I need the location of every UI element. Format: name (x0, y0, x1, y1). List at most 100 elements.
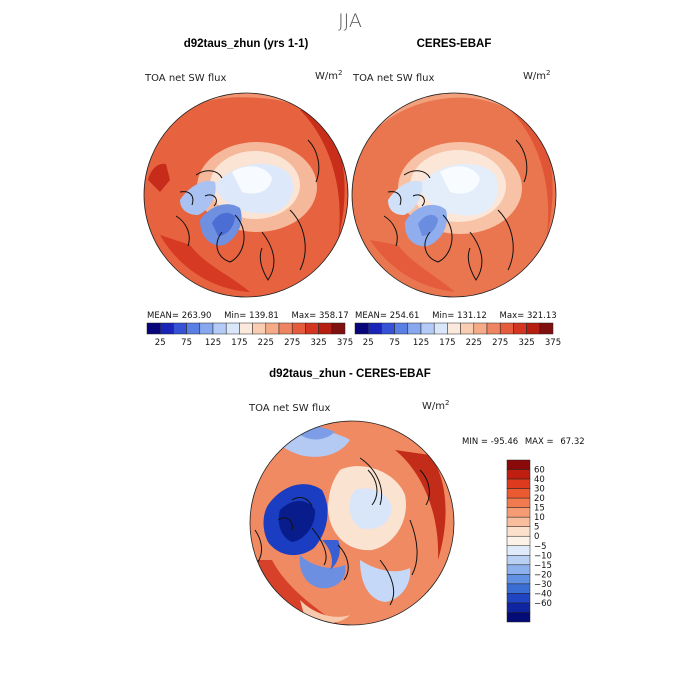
panel-diff: d92taus_zhun - CERES-EBAF TOA net SW flu… (248, 368, 585, 626)
colorbar-diff-swatch (506, 602, 531, 613)
panel-model: d92taus_zhun (yrs 1-1) TOA net SW flux W… (143, 38, 353, 348)
colorbar-model-swatch (186, 322, 201, 335)
colorbar-obs-tick-label: 175 (439, 338, 455, 348)
colorbar-obs-tick-label: 325 (518, 338, 534, 348)
season-title: JJA (338, 10, 362, 32)
colorbar-model-swatch (318, 322, 333, 335)
colorbar-model-swatch (212, 322, 227, 335)
colorbar-model-tick-label: 325 (310, 338, 326, 348)
colorbar-diff-swatch (506, 488, 531, 499)
colorbar-diff-swatch (506, 459, 531, 470)
colorbar-obs-tick-label: 75 (389, 338, 400, 348)
colorbar-model-swatch (239, 322, 253, 335)
panel-model-variable: TOA net SW flux (144, 73, 226, 84)
colorbar-obs-swatch (447, 322, 461, 335)
colorbar-model-swatch (199, 322, 214, 335)
colorbar-diff-swatch (506, 555, 531, 566)
colorbar-diff-tick-label: −40 (534, 589, 552, 599)
colorbar-diff-tick-label: 20 (534, 494, 545, 504)
colorbar-diff-swatch (506, 535, 531, 547)
panel-obs-units: W/m2 (523, 69, 550, 82)
colorbar-diff-swatch (506, 593, 531, 604)
colorbar-diff-tick-label: −30 (534, 580, 552, 590)
colorbar-model-tick-label: 275 (284, 338, 300, 348)
colorbar-diff-swatch (506, 478, 531, 489)
colorbar-diff-tick-label: 5 (534, 523, 539, 533)
colorbar-model-swatch (173, 322, 187, 335)
colorbar-diff-tick-label: −5 (534, 542, 547, 552)
colorbar-diff-tick-label: −60 (534, 599, 552, 609)
colorbar-diff-swatch (506, 469, 531, 480)
colorbar-model-tick-label: 175 (231, 338, 247, 348)
colorbar-diff-swatch (506, 612, 531, 623)
colorbar-obs-swatch (526, 322, 541, 335)
colorbar-obs-swatch (513, 322, 527, 335)
colorbar-diff-tick-label: 40 (534, 475, 545, 485)
colorbar-diff-swatch (506, 497, 531, 508)
colorbar-obs-swatch (473, 322, 488, 335)
colorbar-diff-swatch (506, 545, 531, 556)
panel-diff-stats: MIN = -95.46 MAX = 67.32 (462, 437, 585, 447)
colorbar-model-tick-label: 125 (205, 338, 221, 348)
colorbar-obs-swatch (407, 322, 422, 335)
colorbar-model-swatch (305, 322, 319, 335)
colorbar-diff-tick-label: −10 (534, 551, 552, 561)
colorbar-obs-tick-label: 125 (413, 338, 429, 348)
colorbar-obs-swatch (460, 322, 475, 335)
panel-model-colorbar: 25 75 125 175 225 275 325 375 (146, 322, 353, 348)
panel-diff-map (250, 421, 454, 625)
panel-obs: CERES-EBAF TOA net SW flux W/m2 MEAN= 25… (351, 38, 561, 348)
colorbar-diff-tick-label: −20 (534, 570, 552, 580)
colorbar-obs-swatch (354, 322, 369, 335)
panel-diff-variable: TOA net SW flux (248, 403, 330, 414)
colorbar-obs-swatch (367, 322, 382, 335)
colorbar-obs-swatch (539, 322, 554, 335)
colorbar-model-swatch (278, 322, 293, 335)
colorbar-model-swatch (265, 322, 280, 335)
colorbar-diff-tick-label: 15 (534, 504, 545, 514)
colorbar-model-tick-label: 225 (258, 338, 274, 348)
colorbar-model-swatch (146, 322, 161, 335)
colorbar-obs-swatch (433, 322, 448, 335)
panel-diff-title: d92taus_zhun - CERES-EBAF (269, 368, 431, 380)
panel-model-stats: MEAN= 263.90 Min= 139.81 Max= 358.17 (147, 311, 349, 321)
panel-obs-map (352, 93, 556, 297)
colorbar-obs-tick-label: 275 (492, 338, 508, 348)
panel-obs-variable: TOA net SW flux (352, 73, 434, 84)
colorbar-model-tick-label: 375 (337, 338, 353, 348)
panel-obs-colorbar: 25 75 125 175 225 275 325 375 (354, 322, 561, 348)
colorbar-diff-tick-label: 0 (534, 532, 539, 542)
colorbar-diff-tick-label: −15 (534, 561, 552, 571)
panel-diff-units: W/m2 (422, 399, 449, 412)
panel-obs-stats: MEAN= 254.61 Min= 131.12 Max= 321.13 (355, 311, 557, 321)
colorbar-diff-swatch (506, 526, 531, 537)
colorbar-obs-tick-label: 225 (466, 338, 482, 348)
colorbar-obs-swatch (499, 322, 514, 335)
colorbar-model-swatch (252, 322, 267, 335)
colorbar-obs-tick-label: 375 (545, 338, 561, 348)
colorbar-diff-swatch (506, 583, 531, 594)
colorbar-model-swatch (331, 322, 346, 335)
panel-model-map (144, 93, 348, 297)
panel-model-units: W/m2 (315, 69, 342, 82)
colorbar-model-tick-label: 75 (181, 338, 192, 348)
colorbar-obs-swatch (420, 322, 435, 335)
colorbar-model-swatch (225, 322, 240, 335)
colorbar-diff-tick-label: 10 (534, 513, 545, 523)
colorbar-obs-swatch (381, 322, 395, 335)
colorbar-diff-tick-label: 30 (534, 485, 545, 495)
colorbar-model-swatch (291, 322, 306, 335)
colorbar-model-swatch (159, 322, 174, 335)
colorbar-obs-swatch (486, 322, 501, 335)
colorbar-diff-tick-label: 60 (534, 466, 545, 476)
colorbar-model-tick-label: 25 (155, 338, 166, 348)
colorbar-obs-swatch (394, 322, 409, 335)
panel-model-title: d92taus_zhun (yrs 1-1) (184, 38, 309, 50)
panel-obs-title: CERES-EBAF (417, 38, 492, 50)
colorbar-diff-swatch (506, 574, 531, 585)
colorbar-obs-tick-label: 25 (363, 338, 374, 348)
colorbar-diff-swatch (506, 516, 531, 527)
colorbar-diff-swatch (506, 507, 531, 518)
